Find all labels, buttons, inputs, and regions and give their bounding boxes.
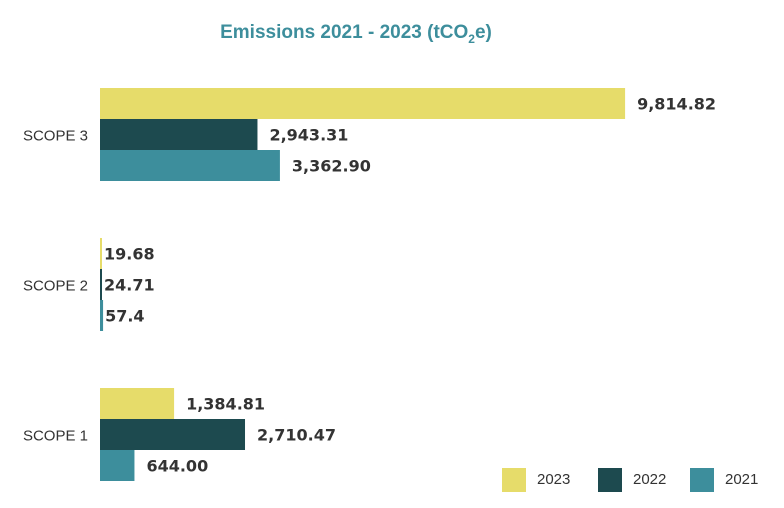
value-label-scope-3-2021: 3,362.90: [292, 157, 371, 176]
bar-scope-3-2021: [100, 150, 280, 181]
bar-scope-1-2022: [100, 419, 246, 450]
category-label-scope-2: SCOPE 2: [23, 278, 88, 295]
category-label-scope-3: SCOPE 3: [23, 128, 88, 145]
legend-label-2022: 2022: [633, 471, 666, 488]
legend-label-2021: 2021: [725, 471, 758, 488]
legend: 2023 2022 2021: [502, 468, 758, 492]
bar-scope-1-2021: [100, 450, 135, 481]
category-labels: SCOPE 3 SCOPE 2 SCOPE 1: [23, 128, 88, 445]
value-label-scope-2-2021: 57.4: [105, 307, 144, 326]
value-label-scope-1-2021: 644.00: [146, 457, 208, 476]
bars-group: 9,814.82 2,943.31 3,362.90 19.68 24.71 57.4 1,…: [100, 88, 716, 481]
chart-title-subscript: 2: [468, 32, 475, 46]
bar-scope-1-2023: [100, 388, 175, 419]
value-label-scope-1-2022: 2,710.47: [257, 426, 336, 445]
legend-swatch-2022: [598, 468, 622, 492]
bar-scope-3-2023: [100, 88, 626, 119]
category-label-scope-1: SCOPE 1: [23, 428, 88, 445]
value-label-scope-3-2023: 9,814.82: [637, 95, 716, 114]
value-label-scope-3-2022: 2,943.31: [269, 126, 348, 145]
legend-swatch-2021: [690, 468, 714, 492]
bar-scope-2-2021: [100, 300, 104, 331]
bar-scope-3-2022: [100, 119, 258, 150]
legend-swatch-2023: [502, 468, 526, 492]
bar-scope-2-2022: [100, 269, 102, 300]
chart-title: Emissions 2021 - 2023 (tCO2e): [220, 22, 492, 46]
legend-label-2023: 2023: [537, 471, 570, 488]
value-label-scope-2-2023: 19.68: [104, 245, 155, 264]
bar-scope-2-2023: [100, 238, 102, 269]
chart-title-end: e): [475, 22, 492, 43]
value-label-scope-2-2022: 24.71: [104, 276, 155, 295]
chart-title-main: Emissions 2021 - 2023 (tCO: [220, 22, 468, 43]
value-label-scope-1-2023: 1,384.81: [186, 395, 265, 414]
